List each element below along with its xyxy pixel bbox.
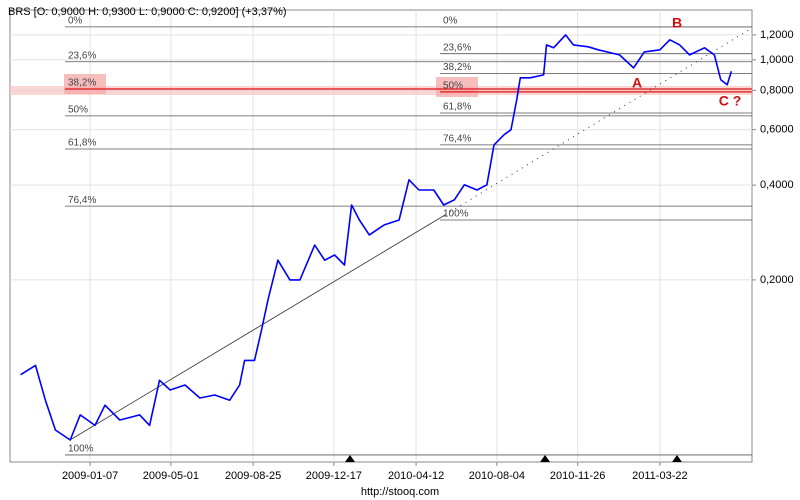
y-tick-label: 0,4000 xyxy=(760,179,794,191)
fib-label: 61,8% xyxy=(443,102,471,113)
fib-label: 76,4% xyxy=(68,195,96,206)
fib-label: 0% xyxy=(443,15,458,26)
x-tick-label: 2010-04-12 xyxy=(388,470,444,482)
x-tick-label: 2010-08-04 xyxy=(469,470,525,482)
x-tick-label: 2009-01-07 xyxy=(62,470,118,482)
x-tick-label: 2009-12-17 xyxy=(306,470,362,482)
highlight-band xyxy=(10,86,752,95)
x-tick-label: 2010-11-26 xyxy=(550,470,605,482)
y-tick-label: 0,6000 xyxy=(760,124,794,136)
y-tick-label: 0,2000 xyxy=(760,274,794,286)
fib-label: 50% xyxy=(443,80,463,91)
fib-label: 50% xyxy=(68,104,88,115)
annotation: B xyxy=(672,15,682,31)
event-marker xyxy=(540,455,550,462)
event-marker xyxy=(672,455,682,462)
x-tick-label: 2009-05-01 xyxy=(143,470,199,482)
annotation: A xyxy=(632,75,642,91)
y-tick-label: 1,2000 xyxy=(760,29,794,41)
fib-label: 23,6% xyxy=(68,50,96,61)
chart-title: BRS [O: 0,9000 H: 0,9300 L: 0,9000 C: 0,… xyxy=(8,6,287,18)
y-tick-label: 1,0000 xyxy=(760,54,794,66)
fib-label: 38,2% xyxy=(68,78,96,89)
trend-line xyxy=(69,214,446,441)
footer: http://stooq.com xyxy=(361,486,439,498)
x-tick-label: 2011-03-22 xyxy=(632,470,687,482)
series xyxy=(20,34,733,441)
fib-label: 38,2% xyxy=(443,62,471,73)
fib-label: 100% xyxy=(68,444,94,455)
plot-frame xyxy=(9,9,753,463)
fib-label: 61,8% xyxy=(68,138,96,149)
x-tick-label: 2009-08-25 xyxy=(225,470,281,482)
fibonacci-levels: 0% 23,6% 38,2% 50% 61,8% 76,4% 100% 0% 23,6% 38,2… xyxy=(65,15,752,456)
annotation: C ? xyxy=(719,93,742,109)
event-marker xyxy=(345,455,355,462)
price-line xyxy=(20,34,733,441)
fib-label: 76,4% xyxy=(443,134,471,145)
fib-label: 0% xyxy=(68,15,83,26)
fib-label: 100% xyxy=(443,209,469,220)
fib-label: 23,6% xyxy=(443,42,471,53)
y-tick-label: 0,8000 xyxy=(760,84,794,96)
